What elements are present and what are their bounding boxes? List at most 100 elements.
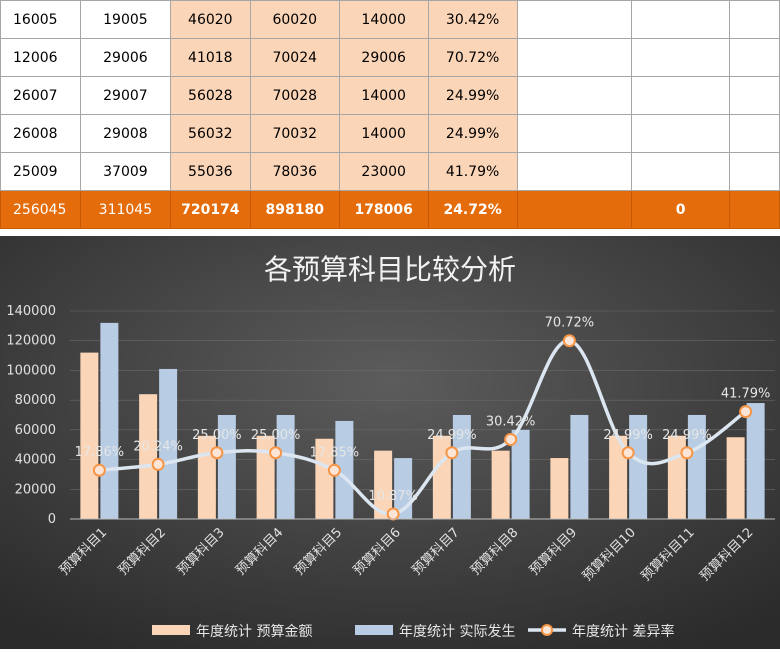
table-cell: 70032 <box>249 114 340 153</box>
total-cell: 898180 <box>249 190 340 229</box>
table-cell <box>729 76 780 115</box>
rate-data-label: 17.85% <box>310 445 360 460</box>
total-row: 256045 311045 720174 898180 178006 24.72% 0 <box>0 190 780 229</box>
table-cell: 70.72% <box>427 38 518 77</box>
bar-budget <box>491 450 510 519</box>
table-cell <box>631 114 731 153</box>
bar-budget <box>374 450 393 519</box>
rate-marker <box>92 463 106 477</box>
legend-swatch <box>355 625 393 635</box>
table-cell <box>729 38 780 77</box>
bar-budget <box>139 394 158 519</box>
table-cell: 29007 <box>79 76 171 115</box>
table-cell: 19005 <box>79 0 171 39</box>
bar-budget <box>609 435 628 519</box>
legend-marker <box>541 624 553 636</box>
table-cell: 60020 <box>249 0 340 39</box>
table-row: 12006 29006 41018 70024 29006 70.72% <box>0 38 780 77</box>
total-cell <box>729 190 780 229</box>
table-cell <box>729 114 780 153</box>
bar-actual <box>687 414 706 519</box>
total-cell: 24.72% <box>427 190 518 229</box>
table-cell: 23000 <box>338 152 429 191</box>
table-cell: 56028 <box>169 76 251 115</box>
rate-marker <box>621 446 635 460</box>
bar-budget <box>80 352 99 519</box>
total-cell: 0 <box>631 190 731 229</box>
table-cell: 16005 <box>0 0 81 39</box>
table-cell: 30.42% <box>427 0 518 39</box>
comparison-chart: 各预算科目比较分析 17.86% 20.24% 25.00% 25.00% 17.85%… <box>0 236 780 649</box>
table-cell: 41018 <box>169 38 251 77</box>
table-cell: 29006 <box>338 38 429 77</box>
rate-marker <box>269 446 283 460</box>
table-cell: 24.99% <box>427 76 518 115</box>
y-tick-label: 100000 <box>6 363 56 378</box>
bar-actual <box>335 420 354 519</box>
bar-actual <box>511 429 530 519</box>
rate-data-label: 70.72% <box>545 316 595 331</box>
rate-marker <box>445 446 459 460</box>
y-tick-label: 0 <box>48 512 56 527</box>
rate-data-label: 10.87% <box>368 489 418 504</box>
rate-marker <box>386 507 400 521</box>
legend-label: 年度统计 实际发生 <box>399 624 515 640</box>
bar-actual <box>159 368 178 519</box>
table-cell: 37009 <box>79 152 171 191</box>
y-tick-label: 40000 <box>15 453 56 468</box>
table-row: 26007 29007 56028 70028 14000 24.99% <box>0 76 780 115</box>
rate-data-label: 25.00% <box>251 428 301 443</box>
rate-data-label: 20.24% <box>133 439 183 454</box>
table-cell <box>729 0 780 39</box>
table-cell: 26008 <box>0 114 81 153</box>
table-cell <box>631 76 731 115</box>
total-cell: 720174 <box>169 190 251 229</box>
table-cell: 70028 <box>249 76 340 115</box>
table-cell: 70024 <box>249 38 340 77</box>
bar-actual <box>570 414 589 519</box>
table-row: 26008 29008 56032 70032 14000 24.99% <box>0 114 780 153</box>
bar-actual <box>217 415 236 519</box>
table-cell: 78036 <box>249 152 340 191</box>
rate-data-label: 24.99% <box>603 428 653 443</box>
rate-marker <box>327 463 341 477</box>
bar-actual <box>100 322 119 519</box>
y-tick-label: 20000 <box>15 482 56 497</box>
y-tick-label: 60000 <box>15 423 56 438</box>
table-row: 25009 37009 55036 78036 23000 41.79% <box>0 152 780 191</box>
rate-data-label: 41.79% <box>721 387 771 402</box>
legend-label: 年度统计 差异率 <box>572 623 674 640</box>
bar-actual <box>452 415 471 519</box>
table-cell: 14000 <box>338 76 429 115</box>
table-cell: 25009 <box>0 152 81 191</box>
y-tick-label: 80000 <box>15 393 56 408</box>
rate-marker <box>504 432 518 446</box>
table-cell <box>516 76 633 115</box>
chart-svg: 各预算科目比较分析 17.86% 20.24% 25.00% 25.00% 17.85%… <box>0 236 780 649</box>
y-tick-label: 140000 <box>6 304 56 319</box>
table-cell: 24.99% <box>427 114 518 153</box>
table-cell <box>516 114 633 153</box>
rate-data-label: 30.42% <box>486 414 536 429</box>
table-cell: 14000 <box>338 114 429 153</box>
rate-marker <box>151 457 165 471</box>
table-cell <box>516 0 633 39</box>
total-cell <box>516 190 633 229</box>
rate-data-label: 25.00% <box>192 428 242 443</box>
budget-table: 16005 19005 46020 60020 14000 30.42% 12006 2900… <box>0 0 780 229</box>
total-cell: 311045 <box>79 190 171 229</box>
table-cell: 14000 <box>338 0 429 39</box>
table-cell: 12006 <box>0 38 81 77</box>
rate-data-label: 24.99% <box>662 428 712 443</box>
legend-swatch <box>152 625 190 635</box>
table-cell <box>631 0 731 39</box>
total-cell: 178006 <box>338 190 429 229</box>
legend-label: 年度统计 预算金额 <box>196 624 312 640</box>
table-cell <box>516 152 633 191</box>
bar-actual <box>276 415 295 519</box>
table-cell <box>729 152 780 191</box>
table-cell: 46020 <box>169 0 251 39</box>
table-row: 16005 19005 46020 60020 14000 30.42% <box>0 0 780 39</box>
data-table-region: 16005 19005 46020 60020 14000 30.42% 12006 2900… <box>0 0 780 229</box>
total-cell: 256045 <box>0 190 81 229</box>
